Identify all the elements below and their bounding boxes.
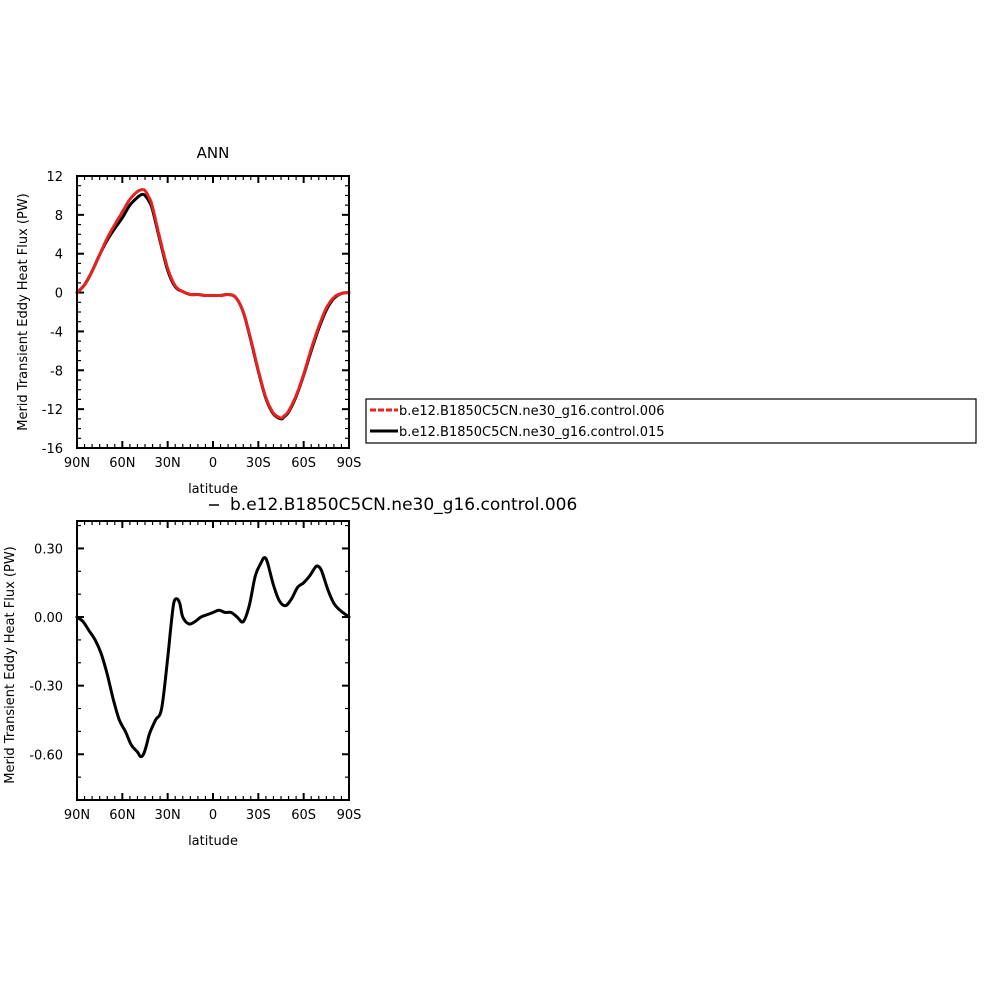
x-tick-label-90s: 90S	[337, 456, 362, 471]
x-tick-label-30s: 30S	[246, 456, 271, 471]
bottom-plot-frame	[76, 520, 350, 801]
y-tick-label-8: 8	[55, 209, 63, 224]
y-axis-label: Merid Transient Eddy Heat Flux (PW)	[16, 193, 31, 431]
difference-label-text: b.e12.B1850C5CN.ne30_g16.control.006	[230, 495, 577, 515]
y-tick-label-12: -12	[42, 403, 63, 418]
bottom-x-tick-labels: 90N 60N 30N 0 30S 60S 90S	[64, 808, 362, 823]
series-line-difference	[75, 556, 351, 759]
series-line-006	[75, 187, 351, 420]
difference-label: b.e12.B1850C5CN.ne30_g16.control.006	[209, 495, 577, 515]
y-tick-label-16: -16	[42, 442, 63, 457]
x-tick-label-90n: 90N	[64, 456, 90, 471]
x-tick-label-60s: 60S	[291, 456, 316, 471]
chart-title: ANN	[197, 144, 230, 162]
y-tick-label-4: 4	[55, 248, 63, 263]
y-tick-label-0-30: -0.30	[29, 680, 63, 695]
top-y-tick-labels: -16 -12 -8 -4 0 4 8 12	[42, 170, 63, 457]
x-tick-label-30n: 30N	[155, 808, 181, 823]
y-tick-label-8: -8	[50, 364, 63, 379]
y-tick-label-12: 12	[46, 170, 63, 185]
legend-entry-006: b.e12.B1850C5CN.ne30_g16.control.006	[399, 404, 665, 419]
x-tick-label-90s: 90S	[337, 808, 362, 823]
x-tick-label-30n: 30N	[155, 456, 181, 471]
bottom-x-axis-label: latitude	[188, 834, 238, 849]
legend: b.e12.B1850C5CN.ne30_g16.control.006 b.e…	[365, 398, 977, 444]
y-tick-label-0-60: -0.60	[29, 748, 63, 763]
y-tick-label-0-00: 0.00	[34, 611, 63, 626]
bottom-series-layer	[75, 556, 351, 759]
x-tick-label-60s: 60S	[291, 808, 316, 823]
y-tick-label-4: -4	[50, 325, 63, 340]
top-x-tick-labels: 90N 60N 30N 0 30S 60S 90S	[64, 456, 362, 471]
series-line-015	[75, 192, 351, 421]
bottom-y-tick-labels: -0.60 -0.30 0.00 0.30	[29, 542, 63, 763]
legend-box	[365, 398, 977, 444]
x-tick-label-90n: 90N	[64, 808, 90, 823]
legend-entry-015: b.e12.B1850C5CN.ne30_g16.control.015	[399, 425, 665, 440]
y-tick-label-0-30: 0.30	[34, 542, 63, 557]
x-tick-label-0: 0	[209, 808, 217, 823]
top-series-layer	[75, 187, 351, 421]
x-tick-label-60n: 60N	[109, 808, 135, 823]
x-tick-label-0: 0	[209, 456, 217, 471]
bottom-y-axis-label: Merid Transient Eddy Heat Flux (PW)	[3, 546, 18, 784]
top-plot-frame	[76, 175, 350, 449]
x-tick-label-60n: 60N	[109, 456, 135, 471]
x-axis-label: latitude	[188, 482, 238, 497]
bottom-chart-panel: 90N 60N 30N 0 30S 60S 90S -0.60 -0.30 0.00 0.30 l…	[3, 520, 362, 849]
bottom-ticks	[76, 521, 350, 801]
y-tick-label-0: 0	[55, 287, 63, 302]
top-chart-panel: ANN 90N 60N 30N 0 30S 60S 90S -16-12-8-404812 …	[16, 144, 361, 497]
x-tick-label-30s: 30S	[246, 808, 271, 823]
